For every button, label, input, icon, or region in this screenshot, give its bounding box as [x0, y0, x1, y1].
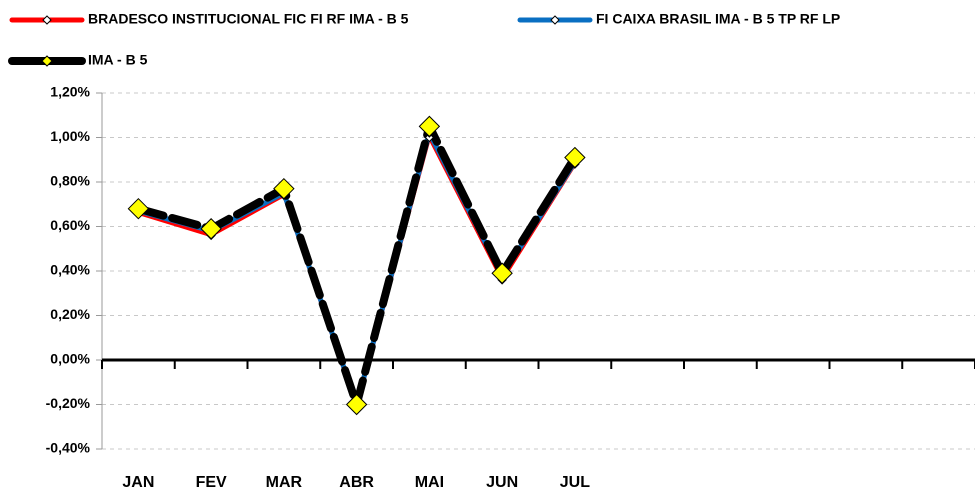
- y-tick-label: 1,20%: [50, 84, 90, 100]
- y-tick-label: 0,00%: [50, 351, 90, 367]
- legend-marker: [41, 55, 53, 67]
- x-tick-label: FEV: [196, 474, 227, 491]
- point-marker: [491, 262, 513, 284]
- point-marker: [127, 197, 150, 220]
- point-marker: [273, 177, 295, 200]
- legend-label: IMA - B 5: [88, 52, 148, 68]
- x-tick-label: JAN: [122, 474, 154, 491]
- x-tick-label: JUN: [486, 474, 518, 491]
- x-tick-label: JUL: [560, 474, 590, 491]
- series-line: [134, 122, 579, 409]
- y-tick-label: 1,00%: [50, 128, 90, 144]
- point-marker: [345, 393, 368, 416]
- y-tick-label: 0,60%: [50, 217, 90, 233]
- legend-marker: [550, 15, 560, 25]
- y-tick-label: -0,40%: [46, 440, 91, 456]
- point-marker: [564, 146, 586, 169]
- y-tick-label: 0,40%: [50, 262, 90, 278]
- y-tick-label: -0,20%: [46, 395, 91, 411]
- point-marker: [200, 218, 222, 240]
- point-marker: [418, 115, 441, 138]
- legend-label: BRADESCO INSTITUCIONAL FIC FI RF IMA - B…: [88, 11, 409, 27]
- legend-label: FI CAIXA BRASIL IMA - B 5 TP RF LP: [596, 11, 840, 27]
- y-tick-label: 0,20%: [50, 306, 90, 322]
- x-tick-label: ABR: [339, 474, 374, 491]
- x-tick-label: MAR: [266, 474, 303, 491]
- y-tick-label: 0,80%: [50, 173, 90, 189]
- legend-marker: [42, 15, 52, 25]
- x-tick-label: MAI: [415, 474, 444, 491]
